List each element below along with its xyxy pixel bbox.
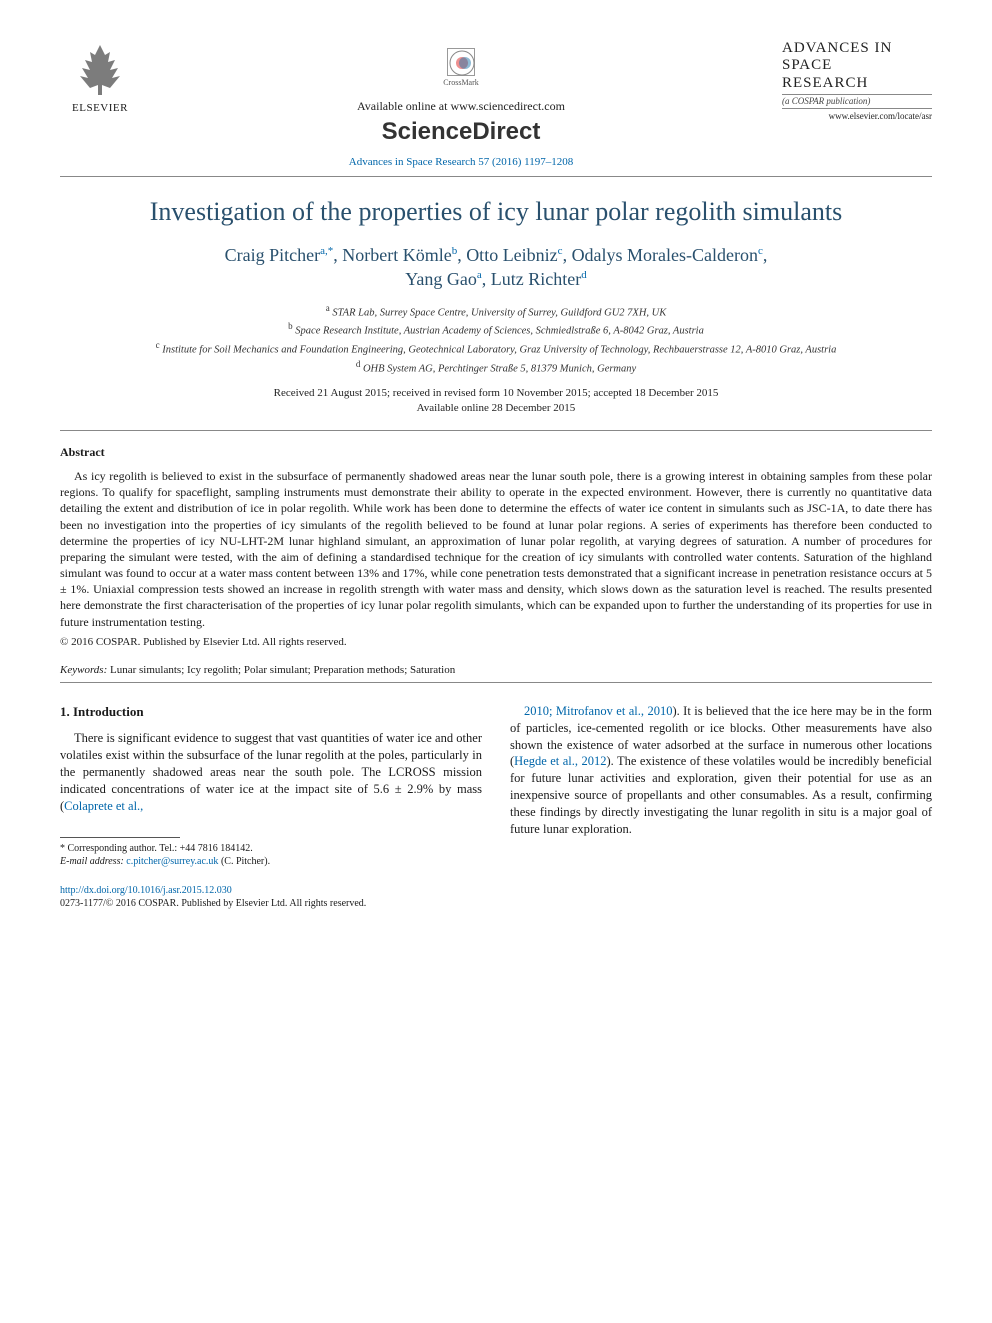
elsevier-logo-block: ELSEVIER xyxy=(60,40,140,114)
page-header: ELSEVIER CrossMark Available online at w… xyxy=(60,40,932,168)
author-6-affil: d xyxy=(581,269,587,281)
crossmark-label: CrossMark xyxy=(443,78,479,87)
journal-url: www.elsevier.com/locate/asr xyxy=(782,111,932,121)
author-1: Craig Pitcher xyxy=(225,245,320,265)
keywords-list: Lunar simulants; Icy regolith; Polar sim… xyxy=(107,664,455,676)
elsevier-label: ELSEVIER xyxy=(72,102,128,114)
author-sep-3: , Odalys Morales-Calderon xyxy=(563,245,758,265)
author-sep-1: , Norbert Kömle xyxy=(333,245,451,265)
section-1-heading: 1. Introduction xyxy=(60,703,482,721)
affiliation-c: Institute for Soil Mechanics and Foundat… xyxy=(162,344,836,355)
doi-link[interactable]: http://dx.doi.org/10.1016/j.asr.2015.12.… xyxy=(60,885,232,896)
body-columns: 1. Introduction There is significant evi… xyxy=(60,703,932,910)
email-label: E-mail address: xyxy=(60,856,124,867)
cite-mitrofanov[interactable]: 2010; Mitrofanov et al., 2010 xyxy=(524,704,672,718)
dates-line-2: Available online 28 December 2015 xyxy=(417,402,576,414)
cite-hegde[interactable]: Hegde et al., 2012 xyxy=(514,754,606,768)
email-author: (C. Pitcher). xyxy=(218,856,270,867)
author-sep-5: , Lutz Richter xyxy=(482,269,581,289)
article-dates: Received 21 August 2015; received in rev… xyxy=(60,386,932,416)
affiliation-d: OHB System AG, Perchtinger Straße 5, 813… xyxy=(363,363,636,374)
left-column: 1. Introduction There is significant evi… xyxy=(60,703,482,910)
author-5: Yang Gao xyxy=(405,269,477,289)
abstract-heading: Abstract xyxy=(60,445,932,460)
journal-title-line3: RESEARCH xyxy=(782,75,932,92)
journal-brand-block: ADVANCES IN SPACE RESEARCH (a COSPAR pub… xyxy=(782,40,932,121)
doi-block: http://dx.doi.org/10.1016/j.asr.2015.12.… xyxy=(60,884,482,910)
corresponding-author-footnote: * Corresponding author. Tel.: +44 7816 1… xyxy=(60,842,482,868)
footnote-rule xyxy=(60,837,180,838)
dates-line-1: Received 21 August 2015; received in rev… xyxy=(274,387,719,399)
author-sep-2: , Otto Leibniz xyxy=(457,245,557,265)
affiliation-b: Space Research Institute, Austrian Acade… xyxy=(295,326,704,337)
authors-block: Craig Pitchera,*, Norbert Kömleb, Otto L… xyxy=(60,243,932,292)
article-title: Investigation of the properties of icy l… xyxy=(60,197,932,227)
author-sep-4: , xyxy=(763,245,768,265)
available-online-text: Available online at www.sciencedirect.co… xyxy=(140,99,782,114)
header-rule xyxy=(60,176,932,177)
pre-abstract-rule xyxy=(60,430,932,431)
cite-colaprete[interactable]: Colaprete et al., xyxy=(64,799,143,813)
keywords-label: Keywords: xyxy=(60,664,107,676)
email-link[interactable]: c.pitcher@surrey.ac.uk xyxy=(126,856,218,867)
affiliation-a: STAR Lab, Surrey Space Centre, Universit… xyxy=(332,307,666,318)
journal-title-line2: SPACE xyxy=(782,57,932,74)
intro-paragraph-left: There is significant evidence to suggest… xyxy=(60,730,482,814)
crossmark-badge[interactable]: CrossMark xyxy=(443,48,479,87)
journal-title-box: ADVANCES IN SPACE RESEARCH (a COSPAR pub… xyxy=(782,40,932,109)
abstract-copyright: © 2016 COSPAR. Published by Elsevier Ltd… xyxy=(60,636,932,648)
journal-reference[interactable]: Advances in Space Research 57 (2016) 119… xyxy=(140,156,782,168)
email-line: E-mail address: c.pitcher@surrey.ac.uk (… xyxy=(60,855,482,868)
journal-title-line1: ADVANCES IN xyxy=(782,40,932,57)
right-column: 2010; Mitrofanov et al., 2010). It is be… xyxy=(510,703,932,910)
affiliations-block: a STAR Lab, Surrey Space Centre, Univers… xyxy=(60,302,932,377)
author-1-affil: a,* xyxy=(320,245,333,257)
keywords-line: Keywords: Lunar simulants; Icy regolith;… xyxy=(60,664,932,676)
sciencedirect-logo: ScienceDirect xyxy=(140,118,782,146)
post-keywords-rule xyxy=(60,682,932,683)
center-header: CrossMark Available online at www.scienc… xyxy=(140,40,782,168)
issn-copyright-line: 0273-1177/© 2016 COSPAR. Published by El… xyxy=(60,898,366,909)
journal-reference-link[interactable]: Advances in Space Research 57 (2016) 119… xyxy=(349,156,573,168)
elsevier-tree-icon xyxy=(70,40,130,100)
intro-paragraph-right: 2010; Mitrofanov et al., 2010). It is be… xyxy=(510,703,932,838)
corresponding-line: * Corresponding author. Tel.: +44 7816 1… xyxy=(60,842,482,855)
crossmark-icon xyxy=(447,48,475,76)
journal-subtitle: (a COSPAR publication) xyxy=(782,94,932,106)
abstract-body: As icy regolith is believed to exist in … xyxy=(60,468,932,630)
